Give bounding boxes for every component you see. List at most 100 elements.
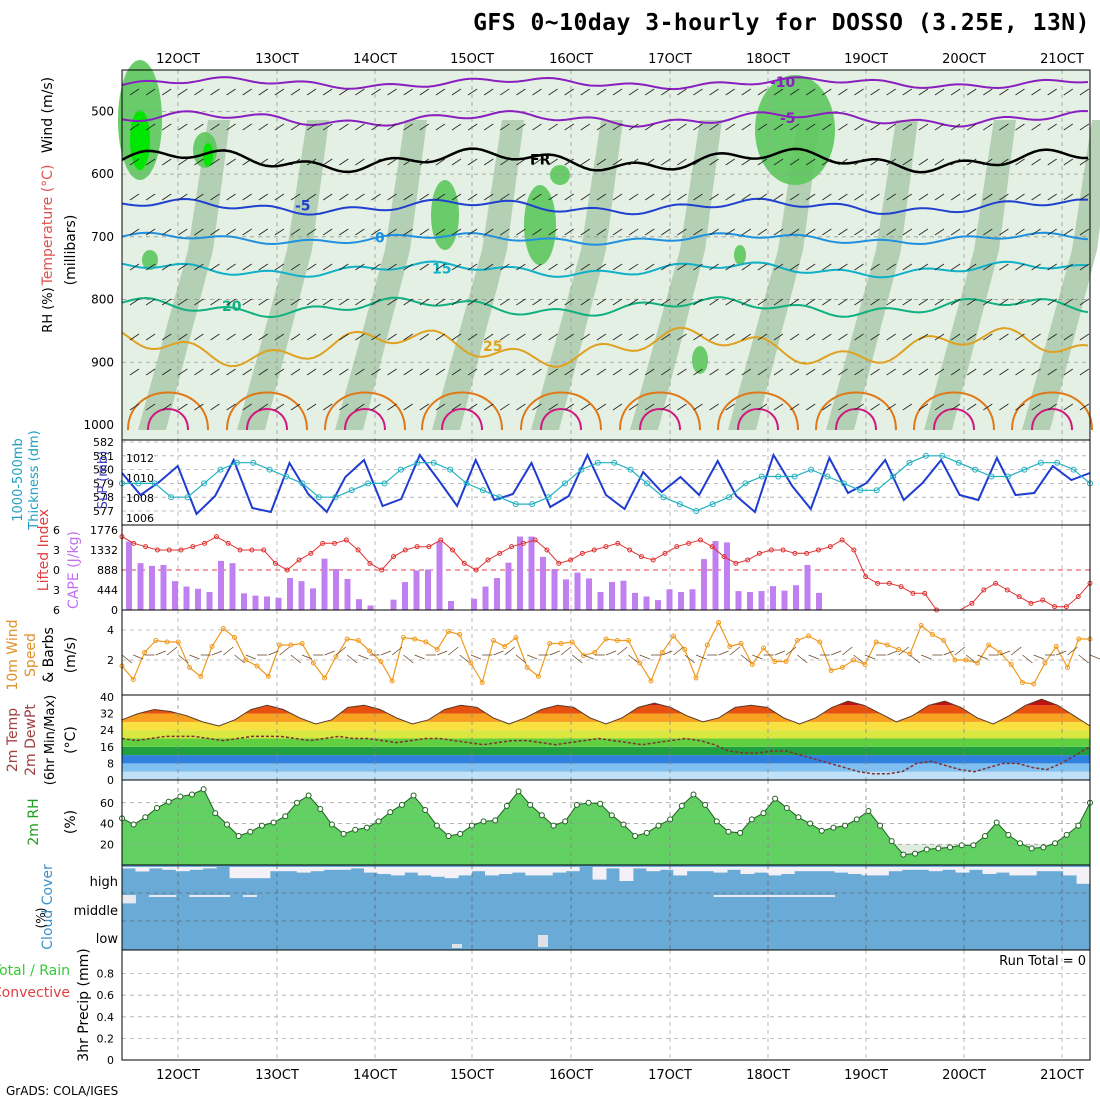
wind-barb bbox=[435, 158, 446, 166]
wind-point bbox=[693, 675, 699, 681]
wind-point bbox=[974, 660, 980, 666]
wind-barb bbox=[644, 403, 655, 411]
precip-conv-label: Convective bbox=[0, 985, 70, 1001]
wind-barb bbox=[966, 333, 977, 341]
rh-blob bbox=[734, 245, 746, 265]
wind-barb bbox=[596, 123, 607, 131]
wind-barb bbox=[322, 298, 333, 306]
wind-barb bbox=[709, 333, 719, 341]
wind-barb bbox=[725, 228, 735, 236]
wind-barb bbox=[226, 158, 236, 166]
cloud-gap-high bbox=[538, 867, 553, 876]
wind-point bbox=[1076, 636, 1082, 642]
wind-barb bbox=[741, 298, 752, 306]
wind-barb bbox=[548, 403, 558, 411]
thickness-point bbox=[873, 487, 880, 494]
wind-barb bbox=[580, 333, 591, 341]
wind-barb bbox=[902, 333, 913, 341]
cape-bar bbox=[563, 579, 569, 610]
wind-label: Wind (m/s) bbox=[40, 77, 56, 153]
wind-barb bbox=[870, 333, 880, 341]
cloud-gap-high bbox=[122, 867, 136, 869]
wind-barb bbox=[483, 193, 494, 201]
wind-barb bbox=[741, 123, 752, 131]
li-point bbox=[579, 550, 585, 556]
cloud-gap-high bbox=[606, 867, 620, 869]
pressure-tick: 1000 bbox=[83, 418, 114, 432]
wind-barb bbox=[532, 228, 542, 236]
wind-barb bbox=[419, 123, 430, 131]
wind-barb bbox=[1063, 158, 1074, 166]
li-point bbox=[815, 547, 821, 553]
wind-point bbox=[310, 660, 316, 666]
wind-barb bbox=[830, 650, 842, 656]
wind-barb bbox=[842, 646, 853, 656]
wind-point bbox=[187, 665, 193, 670]
wind-barb bbox=[870, 263, 880, 271]
wind-barb bbox=[886, 403, 896, 411]
wind-barb bbox=[516, 88, 526, 96]
wind-barb bbox=[838, 88, 848, 96]
cape-bar bbox=[540, 556, 546, 610]
wind-barb bbox=[741, 403, 752, 411]
isotherm-label: -10 bbox=[770, 75, 796, 91]
wind-barb bbox=[934, 403, 945, 411]
wind-barb bbox=[789, 88, 800, 96]
isotherm-35 bbox=[246, 408, 288, 431]
wind-barb bbox=[966, 88, 977, 96]
wind-barb bbox=[1047, 298, 1057, 306]
wind-barb bbox=[226, 228, 236, 236]
wind-barb bbox=[226, 298, 236, 306]
li-point bbox=[391, 554, 397, 560]
wind-barb bbox=[805, 193, 816, 201]
cloud-gap-high bbox=[740, 867, 755, 874]
li-point bbox=[922, 590, 928, 596]
wind-barb bbox=[1031, 123, 1041, 131]
wind-barb bbox=[355, 368, 365, 376]
wind-barb bbox=[371, 123, 381, 131]
time-label-top: 18OCT bbox=[746, 52, 790, 67]
wind-barb bbox=[662, 650, 673, 656]
wind-barb bbox=[693, 298, 703, 306]
li-point bbox=[686, 540, 692, 546]
wind-barb bbox=[242, 193, 252, 201]
cloud-gap-high bbox=[821, 867, 836, 872]
thickness-point bbox=[217, 466, 224, 473]
li-tick: 6 bbox=[53, 604, 60, 617]
wind-barb bbox=[178, 263, 188, 271]
li-point bbox=[969, 600, 975, 606]
wind-barb bbox=[983, 298, 993, 306]
wind-point bbox=[772, 659, 778, 664]
pressure-tick: 500 bbox=[91, 104, 114, 118]
wind-barb bbox=[1031, 298, 1041, 306]
wind-barb bbox=[532, 368, 542, 376]
wind-barb bbox=[950, 333, 961, 341]
wind-barb bbox=[210, 333, 220, 341]
wind-barb bbox=[548, 298, 558, 306]
cloud-gap-high bbox=[296, 867, 311, 873]
wind-barb bbox=[306, 263, 317, 271]
rh-point bbox=[678, 802, 685, 809]
wind-barb bbox=[483, 368, 494, 376]
wind-barb bbox=[290, 333, 301, 341]
thickness-point bbox=[627, 466, 634, 473]
li-point bbox=[591, 547, 597, 553]
time-label-bottom: 21OCT bbox=[1040, 1068, 1084, 1083]
wind-barb bbox=[773, 298, 784, 306]
li-point bbox=[792, 550, 798, 556]
li-point bbox=[638, 554, 644, 560]
wind-barb bbox=[612, 228, 623, 236]
wind-barb bbox=[435, 263, 446, 271]
time-label-top: 16OCT bbox=[549, 52, 593, 67]
li-tick: 3 bbox=[53, 584, 60, 597]
thickness-point bbox=[332, 494, 339, 501]
cloud-gap-high bbox=[511, 867, 526, 873]
thickness-point bbox=[922, 452, 929, 459]
wind-barb bbox=[493, 650, 504, 656]
temp-band bbox=[122, 730, 1090, 739]
wind-barb bbox=[210, 228, 220, 236]
temp-label-4: (°C) bbox=[63, 726, 79, 754]
cape-bar bbox=[609, 582, 615, 610]
wind-barb bbox=[838, 403, 848, 411]
